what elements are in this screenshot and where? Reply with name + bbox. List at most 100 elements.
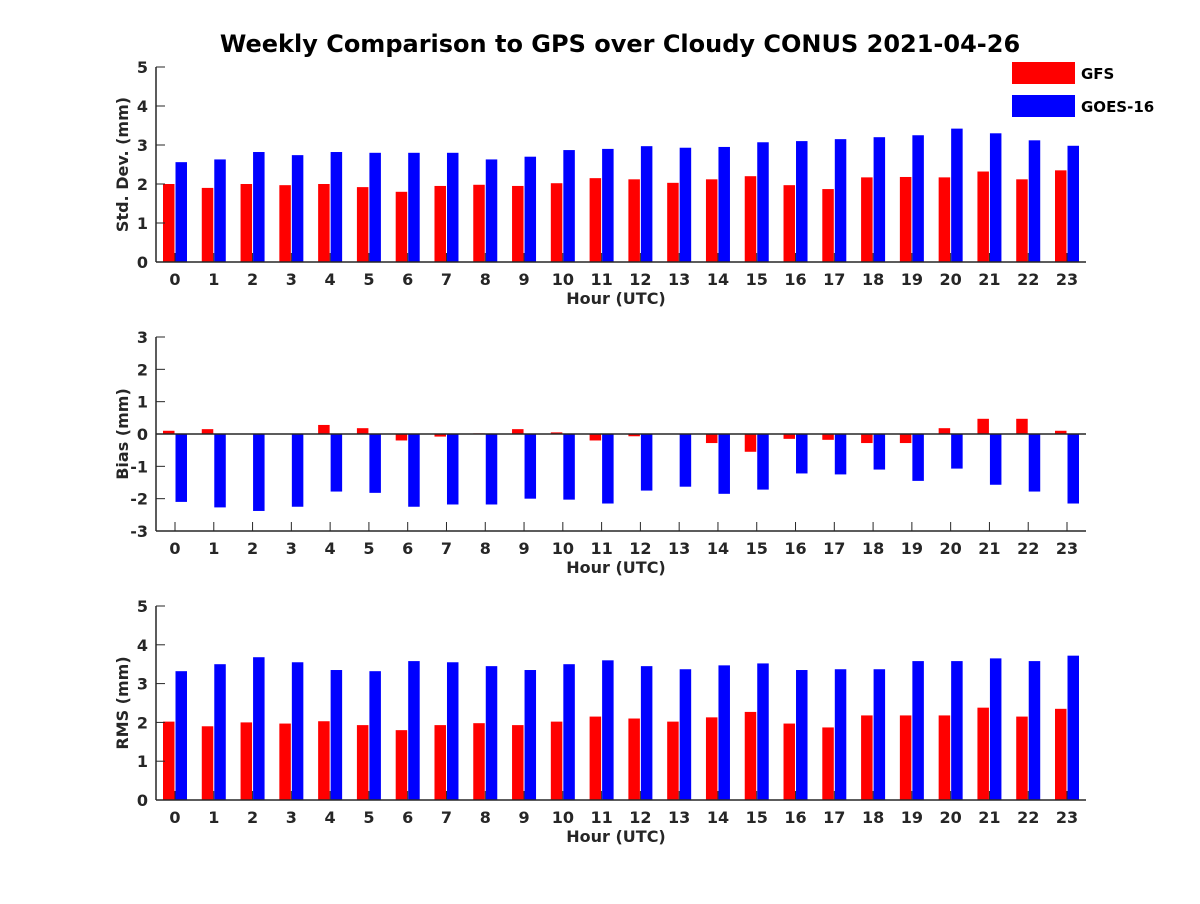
x-tick-label: 12	[629, 808, 651, 827]
x-tick-label: 9	[518, 270, 529, 289]
x-tick-label: 0	[169, 270, 180, 289]
x-tick-label: 17	[823, 270, 845, 289]
bar-gfs-9	[512, 185, 524, 262]
x-tick-label: 2	[247, 270, 258, 289]
bar-gfs-4	[318, 184, 330, 262]
x-tick-label: 18	[862, 270, 884, 289]
y-tick-label: 0	[137, 425, 148, 444]
x-tick-label: 12	[629, 270, 651, 289]
bar-goes-16-0	[175, 434, 187, 502]
x-tick-label: 3	[286, 808, 297, 827]
bar-gfs-10	[550, 721, 563, 800]
bar-gfs-7	[434, 185, 446, 262]
bar-gfs-18	[861, 434, 873, 444]
bar-goes-16-22	[1028, 661, 1041, 800]
x-tick-label: 21	[978, 539, 1000, 558]
bar-gfs-5	[356, 428, 369, 434]
bar-gfs-3	[279, 723, 291, 800]
bar-gfs-6	[395, 434, 408, 441]
bar-goes-16-16	[796, 141, 808, 262]
y-tick-label: -3	[130, 522, 148, 541]
bar-goes-16-9	[524, 434, 537, 499]
x-tick-label: 10	[552, 539, 574, 558]
y-tick-label: 3	[137, 675, 148, 694]
bar-gfs-16	[783, 723, 796, 800]
bar-gfs-8	[473, 723, 485, 800]
y-tick-label: 2	[137, 360, 148, 379]
x-tick-label: 20	[940, 270, 962, 289]
x-tick-label: 23	[1056, 539, 1078, 558]
x-tick-label: 6	[402, 270, 413, 289]
y-tick-label: 0	[137, 791, 148, 810]
x-tick-label: 13	[668, 270, 690, 289]
x-tick-label: 16	[784, 808, 806, 827]
x-tick-label: 10	[552, 270, 574, 289]
x-tick-label: 0	[169, 539, 180, 558]
legend-swatch-goes-16	[1012, 95, 1075, 117]
x-tick-label: 13	[668, 808, 690, 827]
bar-goes-16-21	[989, 434, 1002, 485]
bar-goes-16-1	[214, 664, 226, 800]
bar-gfs-0	[163, 721, 175, 800]
bar-goes-16-7	[446, 152, 459, 262]
y-tick-label: 3	[137, 328, 148, 347]
x-tick-label: 13	[668, 539, 690, 558]
x-tick-label: 2	[247, 539, 258, 558]
x-tick-label: 3	[286, 539, 297, 558]
bar-goes-16-19	[912, 661, 924, 800]
x-tick-label: 14	[707, 808, 729, 827]
bar-goes-16-11	[602, 434, 614, 504]
x-tick-label: 6	[402, 539, 413, 558]
bar-gfs-15	[744, 176, 757, 262]
x-tick-label: 15	[746, 270, 768, 289]
bar-gfs-17	[822, 727, 834, 800]
bar-gfs-9	[512, 429, 524, 434]
y-tick-label: 4	[137, 97, 148, 116]
bar-gfs-15	[744, 711, 757, 800]
bar-goes-16-12	[640, 666, 653, 800]
bar-goes-16-3	[291, 662, 304, 800]
bar-goes-16-17	[834, 434, 847, 475]
y-tick-label: 4	[137, 636, 148, 655]
bar-gfs-11	[589, 434, 602, 441]
bar-goes-16-8	[485, 434, 498, 505]
x-tick-label: 19	[901, 270, 923, 289]
bar-gfs-20	[938, 715, 951, 800]
x-tick-label: 1	[208, 808, 219, 827]
bar-gfs-17	[822, 434, 834, 440]
bar-gfs-12	[628, 179, 640, 262]
x-tick-label: 22	[1017, 539, 1039, 558]
x-tick-label: 0	[169, 808, 180, 827]
bar-goes-16-17	[834, 139, 847, 262]
x-tick-label: 21	[978, 808, 1000, 827]
x-tick-label: 20	[940, 808, 962, 827]
x-tick-label: 8	[480, 270, 491, 289]
x-tick-label: 16	[784, 539, 806, 558]
x-tick-label: 8	[480, 539, 491, 558]
bar-gfs-13	[667, 721, 679, 800]
bar-goes-16-11	[602, 660, 614, 800]
x-tick-label: 22	[1017, 808, 1039, 827]
legend: GFS GOES-16	[1012, 62, 1154, 117]
bar-gfs-16	[783, 434, 796, 439]
bar-goes-16-15	[757, 663, 769, 800]
bar-goes-16-12	[640, 146, 653, 262]
bar-gfs-21	[977, 171, 989, 262]
bar-gfs-23	[1055, 170, 1067, 262]
bar-gfs-6	[395, 191, 408, 262]
x-tick-label: 7	[441, 270, 452, 289]
x-tick-label: 11	[590, 808, 612, 827]
bar-gfs-21	[977, 418, 989, 434]
bar-gfs-6	[395, 730, 408, 800]
bar-goes-16-0	[175, 671, 187, 800]
bar-goes-16-7	[446, 434, 459, 505]
bar-gfs-1	[201, 429, 214, 434]
bar-goes-16-10	[563, 150, 575, 262]
bar-goes-16-4	[330, 152, 343, 262]
x-tick-label: 14	[707, 270, 729, 289]
bar-gfs-16	[783, 185, 796, 262]
bar-gfs-1	[201, 187, 214, 262]
bar-goes-16-7	[446, 662, 459, 800]
